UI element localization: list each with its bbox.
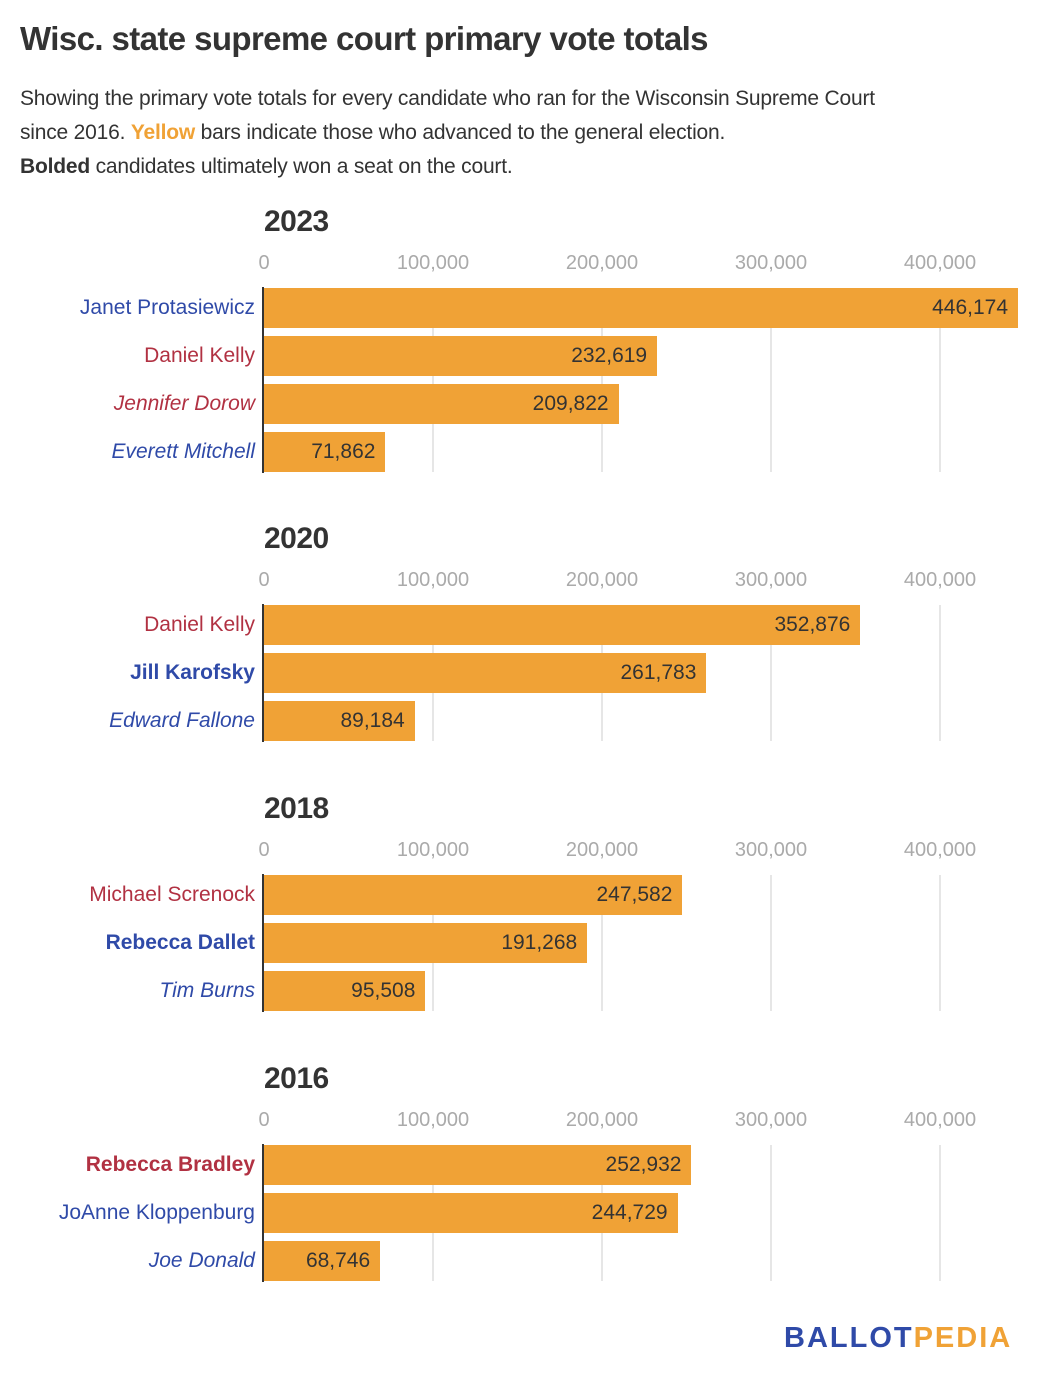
gridline <box>770 875 772 1011</box>
gridline <box>770 288 772 472</box>
bar-value-label: 95,508 <box>351 979 416 1002</box>
bar: 71,862 <box>264 432 386 472</box>
bar-value-label: 71,862 <box>311 440 376 463</box>
gridline <box>939 875 941 1011</box>
gridline <box>770 1145 772 1281</box>
x-tick-label: 200,000 <box>565 569 639 591</box>
gridline <box>601 875 603 1011</box>
candidate-label: Everett Mitchell <box>111 440 255 463</box>
y-axis-line <box>262 874 264 1012</box>
bar: 89,184 <box>264 701 415 741</box>
logo-part-ballot: BALLOT <box>784 1322 914 1354</box>
x-tick-label: 200,000 <box>565 839 639 861</box>
y-axis-line <box>262 1144 264 1282</box>
y-axis-line <box>262 604 264 742</box>
bar: 232,619 <box>264 336 658 376</box>
candidate-label: Joe Donald <box>148 1249 255 1272</box>
x-tick-label: 300,000 <box>734 252 808 274</box>
candidate-label: Janet Protasiewicz <box>79 296 255 319</box>
candidate-label: Jennifer Dorow <box>113 392 255 415</box>
ballotpedia-logo: BALLOTPEDIA <box>784 1322 1012 1355</box>
candidate-label: Tim Burns <box>159 979 256 1002</box>
bar-value-label: 68,746 <box>305 1249 371 1272</box>
gridline <box>432 288 434 472</box>
panel-year-label: 2020 <box>264 522 329 555</box>
x-tick-label: 0 <box>258 1109 270 1131</box>
panel-year-label: 2018 <box>264 792 329 825</box>
candidate-label: Rebecca Dallet <box>105 931 255 954</box>
chart-subtitle: Showing the primary vote totals for ever… <box>20 82 1030 184</box>
bar-value-label: 191,268 <box>501 931 578 954</box>
x-tick-label: 100,000 <box>396 252 470 274</box>
logo-part-pedia: PEDIA <box>913 1322 1013 1354</box>
bar: 95,508 <box>264 971 426 1011</box>
bar-value-label: 352,876 <box>774 613 851 636</box>
panel-2016: 2016 0 100,000 200,000 300,000 400,000 Rebecca… <box>0 1062 1040 1289</box>
candidate-label: Jill Karofsky <box>130 661 255 684</box>
x-tick-label: 200,000 <box>565 252 639 274</box>
bar-value-label: 244,729 <box>591 1201 668 1224</box>
panel-year-label: 2023 <box>264 205 329 238</box>
x-tick-label: 0 <box>258 569 270 591</box>
candidate-label: Daniel Kelly <box>144 613 255 636</box>
x-tick-label: 400,000 <box>903 569 977 591</box>
candidate-label: Michael Screnock <box>89 883 255 906</box>
x-tick-label: 300,000 <box>734 839 808 861</box>
bar: 191,268 <box>264 923 588 963</box>
panel-year-label: 2016 <box>264 1062 329 1095</box>
panel-2018: 2018 0 100,000 200,000 300,000 400,000 Michael… <box>0 792 1040 1019</box>
subtitle-line2-after: bars indicate those who advanced to the … <box>195 121 726 144</box>
gridline <box>601 288 603 472</box>
bar: 244,729 <box>264 1193 678 1233</box>
bar-value-label: 209,822 <box>532 392 609 415</box>
bar: 247,582 <box>264 875 683 915</box>
subtitle-yellow-highlight: Yellow <box>130 121 196 144</box>
subtitle-line2-before: since 2016. <box>20 121 131 144</box>
bar-value-label: 261,783 <box>620 661 697 684</box>
x-tick-label: 200,000 <box>565 1109 639 1131</box>
bar: 68,746 <box>264 1241 381 1281</box>
y-axis-line <box>262 287 264 473</box>
panel-2023: 2023 0 100,000 200,000 300,000 400,000 Janet P… <box>0 205 1040 480</box>
x-tick-label: 300,000 <box>734 569 808 591</box>
x-tick-label: 0 <box>258 252 270 274</box>
subtitle-bolded: Bolded <box>20 155 90 178</box>
bar-value-label: 252,932 <box>605 1153 682 1176</box>
bar-value-label: 446,174 <box>932 296 1009 319</box>
x-tick-label: 0 <box>258 839 270 861</box>
x-tick-label: 300,000 <box>734 1109 808 1131</box>
bar-value-label: 89,184 <box>340 709 405 732</box>
bar: 209,822 <box>264 384 619 424</box>
x-tick-label: 400,000 <box>903 839 977 861</box>
bar: 261,783 <box>264 653 707 693</box>
x-tick-label: 100,000 <box>396 1109 470 1131</box>
x-tick-label: 100,000 <box>396 569 470 591</box>
chart-title: Wisc. state supreme court primary vote t… <box>20 20 709 57</box>
panel-2020: 2020 0 100,000 200,000 300,000 400,000 Daniel … <box>0 522 1040 749</box>
x-tick-label: 100,000 <box>396 839 470 861</box>
bar-value-label: 247,582 <box>596 883 673 906</box>
candidate-label: Rebecca Bradley <box>85 1153 255 1176</box>
bar: 252,932 <box>264 1145 692 1185</box>
gridline <box>939 605 941 741</box>
subtitle-line3-after: candidates ultimately won a seat on the … <box>89 155 513 178</box>
subtitle-line1: Showing the primary vote totals for ever… <box>20 87 875 110</box>
gridline <box>939 1145 941 1281</box>
gridline <box>939 288 941 472</box>
bar: 352,876 <box>264 605 861 645</box>
x-tick-label: 400,000 <box>903 1109 977 1131</box>
gridline <box>770 605 772 741</box>
bar: 446,174 <box>264 288 1019 328</box>
candidate-label: JoAnne Kloppenburg <box>58 1201 255 1224</box>
x-tick-label: 400,000 <box>903 252 977 274</box>
candidate-label: Daniel Kelly <box>144 344 255 367</box>
bar-value-label: 232,619 <box>571 344 648 367</box>
candidate-label: Edward Fallone <box>109 709 255 732</box>
